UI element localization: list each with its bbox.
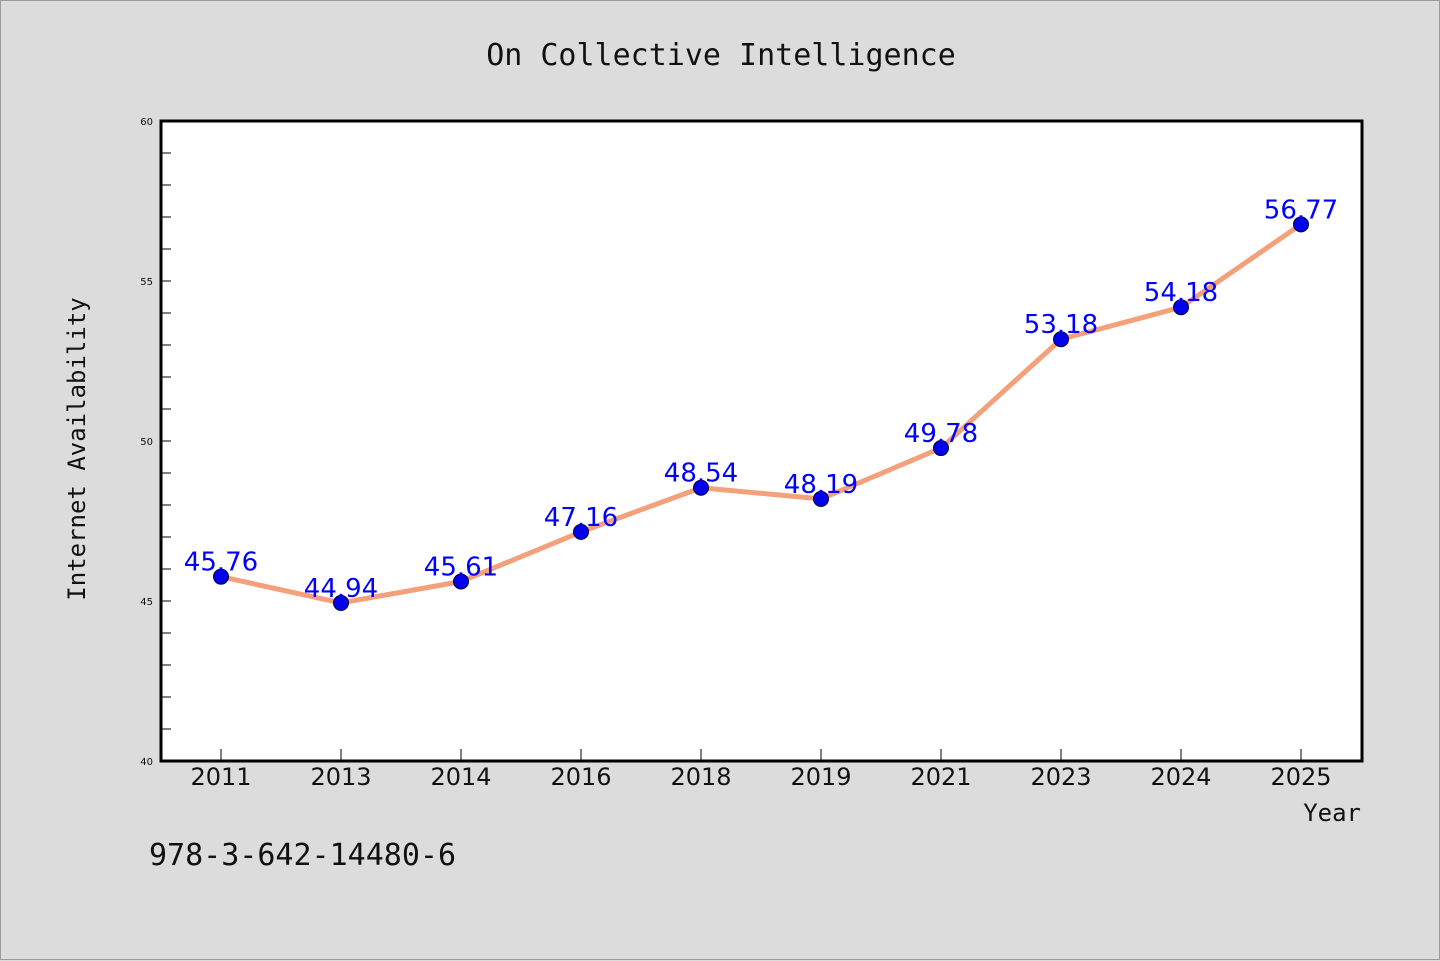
x-tick-label: 2014 <box>430 763 491 791</box>
y-axis: 40 45 50 55 60 <box>140 117 171 768</box>
series-line <box>218 221 1304 606</box>
y-tick-label: 60 <box>140 117 153 128</box>
data-label: 49.78 <box>904 419 978 449</box>
y-tick-label: 55 <box>140 277 153 288</box>
data-point <box>453 573 469 590</box>
data-label: 48.54 <box>664 459 738 489</box>
chart-title: On Collective Intelligence <box>486 38 956 73</box>
x-tick-label: 2021 <box>910 763 971 791</box>
x-tick-label: 2011 <box>190 763 251 791</box>
x-tick-label: 2023 <box>1030 763 1091 791</box>
plot-area <box>159 119 1364 763</box>
data-label: 44.94 <box>304 574 378 604</box>
data-label: 53.18 <box>1024 310 1098 340</box>
data-point <box>213 568 229 585</box>
data-label: 56.77 <box>1264 195 1338 225</box>
x-tick-label: 2013 <box>310 763 371 791</box>
data-point <box>1053 331 1069 348</box>
data-point <box>1293 216 1309 233</box>
x-tick-label: 2024 <box>1150 763 1211 791</box>
data-markers <box>213 216 1309 611</box>
data-labels: 45.76 44.94 45.61 47.16 48.54 48.19 49.78 53.18… <box>184 195 1338 604</box>
footer-isbn: 978-3-642-14480-6 <box>149 838 456 873</box>
data-point <box>1173 299 1189 316</box>
y-tick-label: 40 <box>140 757 153 768</box>
y-axis-title: Internet Availability <box>63 297 91 600</box>
data-label: 47.16 <box>544 503 618 533</box>
data-label: 45.61 <box>424 552 498 582</box>
x-axis: 2011 2013 2014 2016 2018 2019 2021 2023 2024 2025 <box>190 749 1332 791</box>
y-tick-label: 45 <box>140 597 153 608</box>
data-point <box>573 523 589 540</box>
data-point <box>933 440 949 457</box>
data-label: 45.76 <box>184 548 258 578</box>
y-tick-label: 50 <box>140 437 153 448</box>
x-axis-title: Year <box>1303 799 1361 827</box>
data-label: 54.18 <box>1144 278 1218 308</box>
data-point <box>333 594 349 611</box>
data-point <box>693 479 709 496</box>
x-tick-label: 2018 <box>670 763 731 791</box>
x-tick-label: 2025 <box>1270 763 1331 791</box>
data-point <box>813 490 829 507</box>
x-tick-label: 2016 <box>550 763 611 791</box>
x-tick-label: 2019 <box>790 763 851 791</box>
data-label: 48.19 <box>784 470 858 500</box>
